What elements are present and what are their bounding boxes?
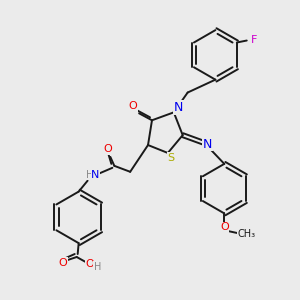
Text: H: H xyxy=(94,262,101,272)
Text: CH₃: CH₃ xyxy=(237,229,255,239)
Text: O: O xyxy=(129,101,137,111)
Text: O: O xyxy=(85,259,94,269)
Text: N: N xyxy=(203,138,212,151)
Text: O: O xyxy=(103,144,112,154)
Text: O: O xyxy=(220,222,229,232)
Text: H: H xyxy=(86,170,93,180)
Text: O: O xyxy=(58,258,67,268)
Text: N: N xyxy=(174,101,183,114)
Text: N: N xyxy=(91,170,100,180)
Text: F: F xyxy=(250,34,257,44)
Text: S: S xyxy=(167,153,174,163)
